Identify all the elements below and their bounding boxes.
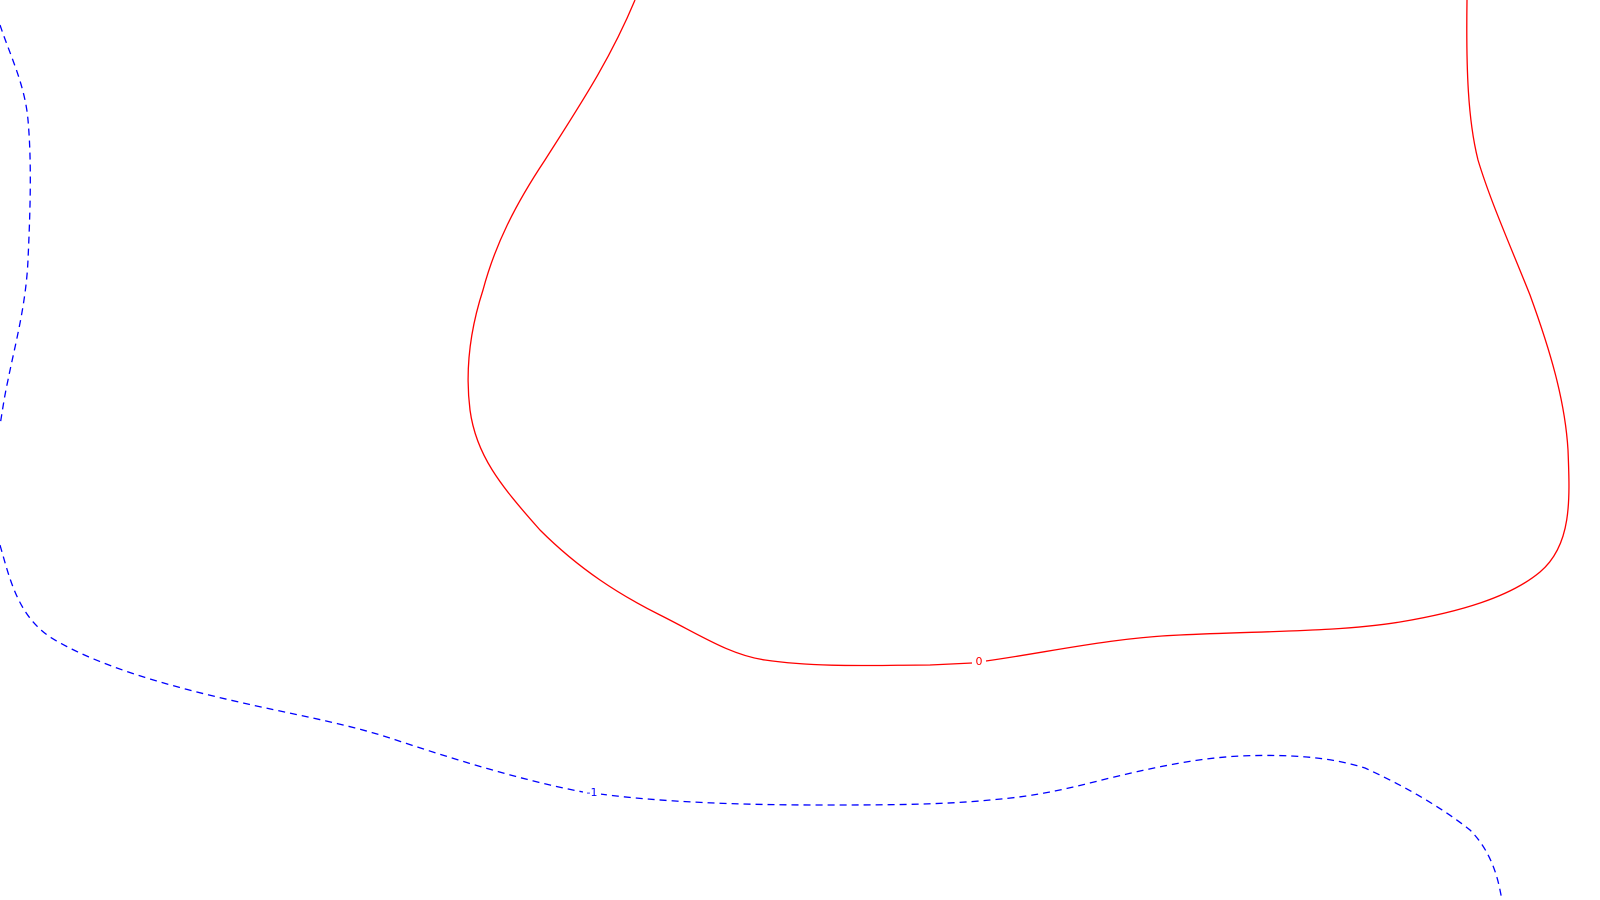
contour-line-level-minus-1-left [0, 24, 31, 426]
contour-label-level-0: 0 [976, 655, 983, 668]
contour-label-level-minus-1: -1 [587, 786, 598, 799]
contour-line-level-minus-1-bottom [0, 544, 1503, 900]
contour-label-level-0-background [972, 654, 986, 668]
contour-label-level-minus-1-background [583, 786, 601, 800]
contour-line-level-0 [467, 0, 1570, 667]
